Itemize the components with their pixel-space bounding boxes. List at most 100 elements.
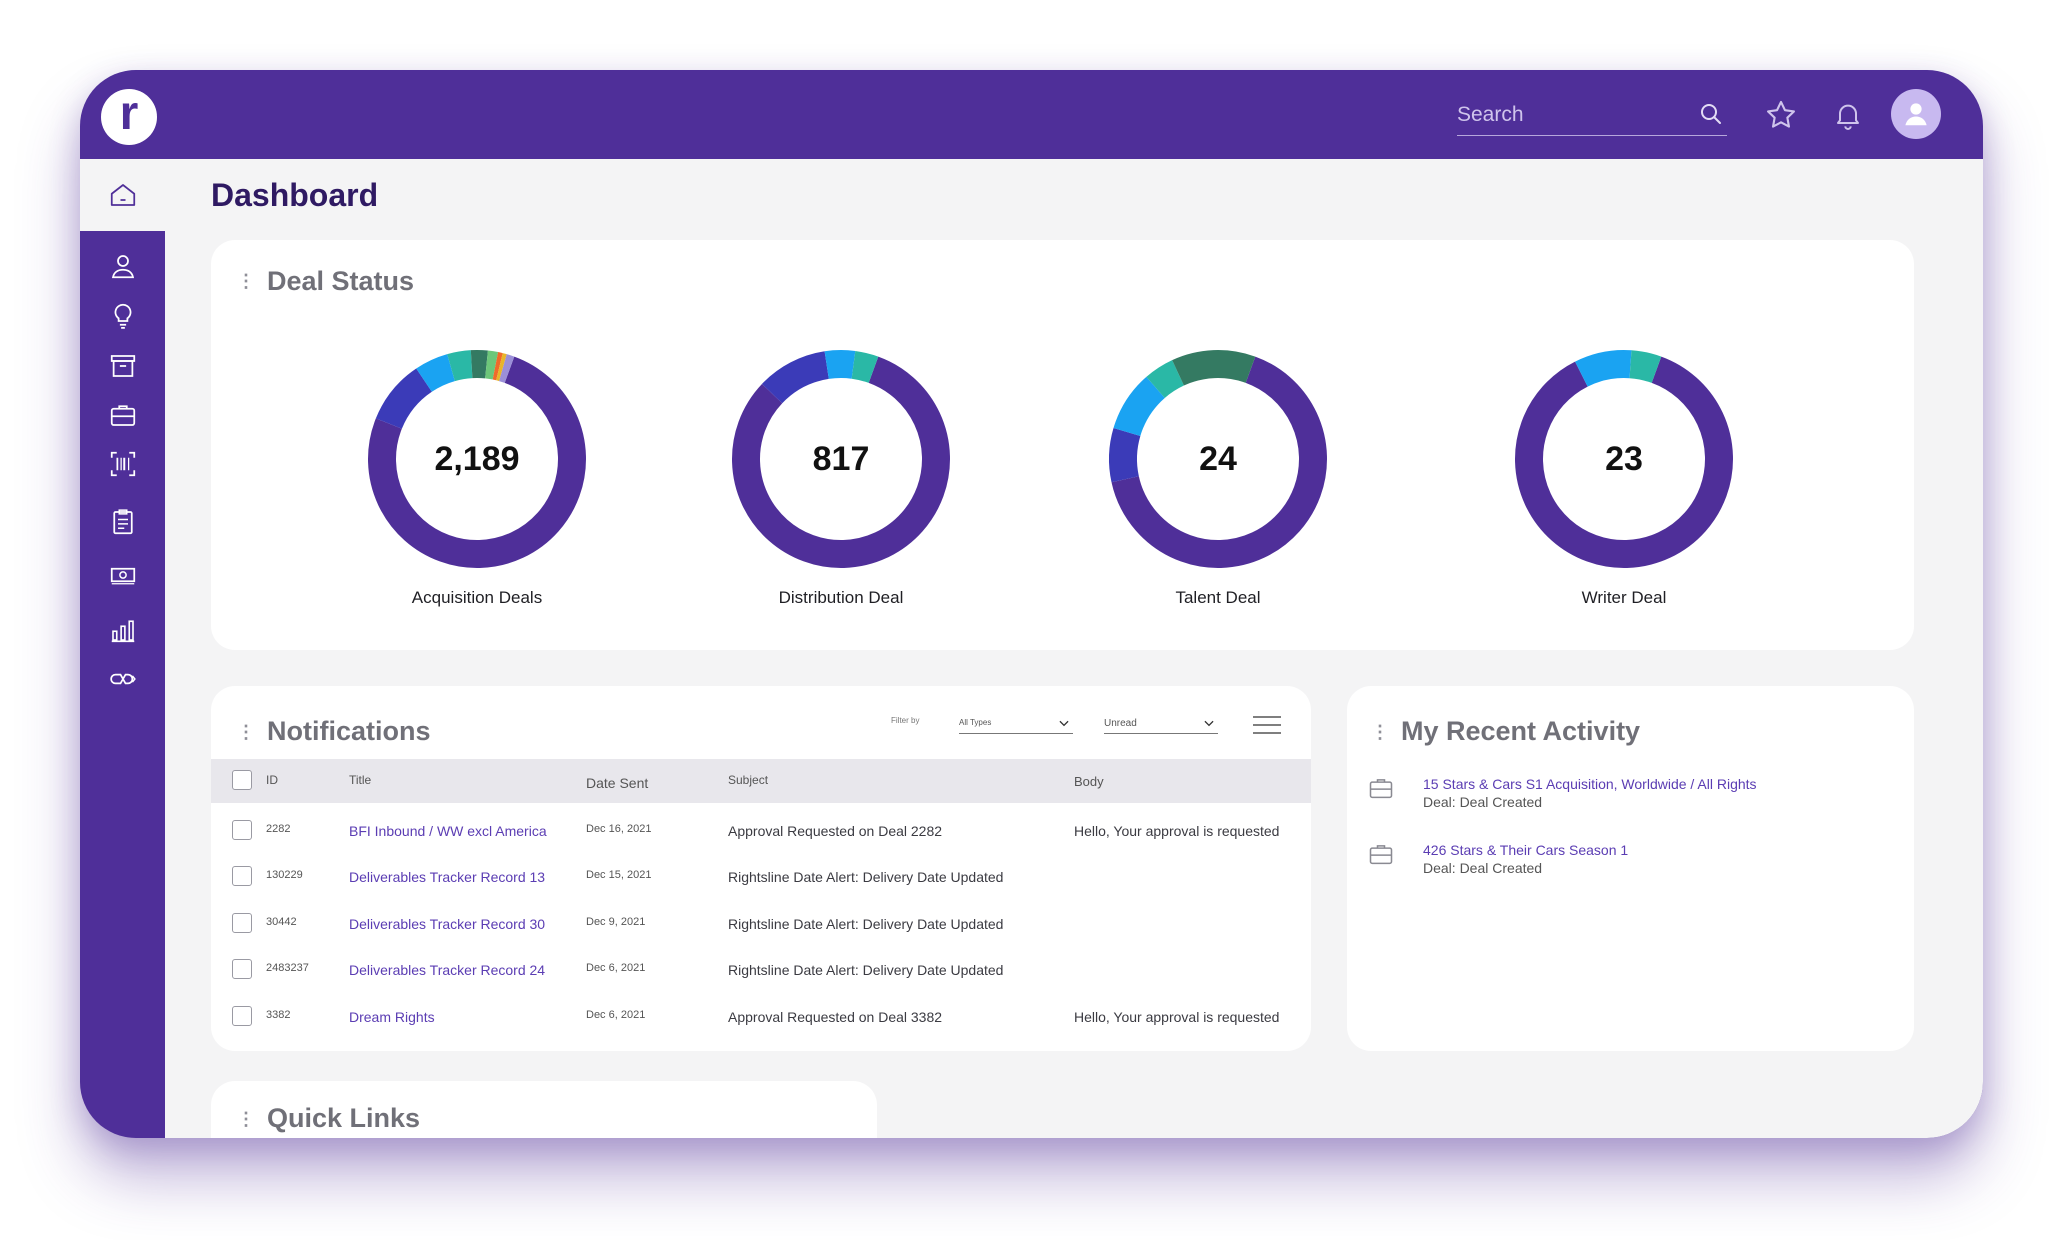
clipboard-icon — [112, 509, 133, 535]
donut-chart[interactable]: 24 — [1103, 344, 1333, 574]
row-body: Hello, Your approval is requested — [1074, 823, 1280, 839]
briefcase-icon — [1367, 774, 1395, 807]
table-row[interactable]: 3382 Dream Rights Dec 6, 2021 Approval R… — [211, 994, 1311, 1040]
barcode-scan-icon — [110, 451, 135, 477]
deal-count: 23 — [1605, 440, 1643, 478]
row-date: Dec 16, 2021 — [586, 823, 652, 835]
activity-sub: Deal: Deal Created — [1423, 860, 1543, 876]
donut-segment[interactable] — [1103, 344, 1333, 574]
row-checkbox[interactable] — [232, 820, 252, 840]
notifications-title: Notifications — [267, 716, 431, 746]
row-checkbox[interactable] — [232, 1006, 252, 1026]
deal-label: Talent Deal — [1175, 588, 1261, 607]
row-date: Dec 9, 2021 — [586, 916, 646, 928]
select-all-checkbox[interactable] — [232, 770, 252, 790]
donut-chart[interactable]: 2,189 — [362, 344, 592, 574]
row-body: Hello, Your approval is requested — [1074, 1009, 1280, 1025]
sidebar-item-barcode[interactable] — [80, 444, 165, 484]
user-avatar[interactable] — [1891, 89, 1941, 139]
search-input[interactable] — [1457, 100, 1677, 130]
activity-sub: Deal: Deal Created — [1423, 794, 1543, 810]
row-title-link[interactable]: BFI Inbound / WW excl America — [349, 823, 547, 839]
donut-segment[interactable] — [726, 344, 956, 574]
donut-distribution[interactable]: 817 Distribution Deal — [711, 344, 971, 608]
sidebar-item-ideas[interactable] — [80, 296, 165, 336]
row-title-link[interactable]: Deliverables Tracker Record 24 — [349, 962, 546, 978]
row-date: Dec 6, 2021 — [586, 962, 646, 974]
row-subject: Rightsline Date Alert: Delivery Date Upd… — [728, 916, 1004, 932]
hamburger-menu-icon[interactable] — [1253, 714, 1281, 741]
deal-count: 24 — [1199, 440, 1237, 478]
search-icon[interactable] — [1699, 102, 1723, 131]
table-row[interactable]: 2282 BFI Inbound / WW excl America Dec 1… — [211, 808, 1311, 854]
row-checkbox[interactable] — [232, 959, 252, 979]
deal-status-card: ⋮ Deal Status 2,189 Acquisition Deals 81… — [211, 240, 1914, 650]
row-subject: Approval Requested on Deal 3382 — [728, 1009, 943, 1025]
deal-count: 817 — [813, 440, 870, 478]
sidebar-item-contacts[interactable] — [80, 246, 165, 286]
col-id[interactable]: ID — [266, 773, 278, 787]
donut-chart[interactable]: 817 — [726, 344, 956, 574]
table-header: ID Title Date Sent Subject Body — [211, 759, 1311, 803]
deal-count: 2,189 — [434, 440, 519, 478]
sidebar-item-tasks[interactable] — [80, 502, 165, 542]
donut-writer[interactable]: 23 Writer Deal — [1494, 344, 1754, 608]
notifications-card: ⋮ Notifications Filter by All Types Unre… — [211, 686, 1311, 1051]
sidebar-item-reports[interactable] — [80, 610, 165, 650]
page-title: Dashboard — [211, 177, 379, 213]
row-date: Dec 6, 2021 — [586, 1009, 646, 1021]
person-icon — [111, 255, 134, 279]
donut-segment[interactable] — [1509, 344, 1739, 574]
table-row[interactable]: 2483237 Deliverables Tracker Record 24 D… — [211, 947, 1311, 993]
app-window: r — [80, 70, 1983, 1138]
donut-acquisition[interactable]: 2,189 Acquisition Deals — [347, 344, 607, 608]
recent-activity-card: ⋮ My Recent Activity 15 Stars & Cars S1 … — [1347, 686, 1914, 1051]
row-id: 30442 — [266, 916, 297, 928]
type-filter-select[interactable]: All Types — [959, 710, 1073, 734]
sidebar-item-deals[interactable] — [80, 395, 165, 435]
row-checkbox[interactable] — [232, 913, 252, 933]
table-row[interactable]: 130229 Deliverables Tracker Record 13 De… — [211, 854, 1311, 900]
sidebar-item-archive[interactable] — [80, 346, 165, 386]
row-title-link[interactable]: Dream Rights — [349, 1009, 435, 1025]
search-box — [1457, 96, 1727, 136]
briefcase-icon — [110, 405, 135, 426]
donut-talent[interactable]: 24 Talent Deal — [1088, 344, 1348, 608]
notifications-bell-icon[interactable] — [1832, 98, 1864, 137]
favorites-star-icon[interactable] — [1764, 98, 1798, 137]
col-date-sent[interactable]: Date Sent — [586, 775, 649, 791]
activity-link[interactable]: 426 Stars & Their Cars Season 1 — [1423, 842, 1629, 858]
briefcase-icon — [1367, 840, 1395, 873]
donut-segment[interactable] — [1103, 344, 1333, 574]
donut-segment[interactable] — [362, 344, 592, 574]
chevron-down-icon — [1057, 716, 1071, 732]
activity-link[interactable]: 15 Stars & Cars S1 Acquisition, Worldwid… — [1423, 776, 1757, 792]
infinity-link-icon — [109, 673, 136, 685]
row-id: 2282 — [266, 823, 291, 835]
col-title[interactable]: Title — [349, 773, 372, 787]
bar-chart-icon — [111, 620, 134, 643]
row-checkbox[interactable] — [232, 866, 252, 886]
main-content: Dashboard ⋮ Deal Status 2,189 Acquisitio… — [165, 159, 1983, 1138]
donut-chart[interactable]: 23 — [1509, 344, 1739, 574]
sidebar-item-home[interactable] — [80, 159, 165, 231]
read-filter-select[interactable]: Unread — [1104, 710, 1218, 734]
row-date: Dec 15, 2021 — [586, 869, 652, 881]
col-subject[interactable]: Subject — [728, 773, 769, 787]
sidebar-item-rights[interactable] — [80, 659, 165, 699]
drag-handle-icon[interactable]: ⋮ — [1371, 722, 1389, 742]
table-row[interactable]: 30442 Deliverables Tracker Record 30 Dec… — [211, 901, 1311, 947]
recent-activity-title: My Recent Activity — [1401, 716, 1641, 746]
drag-handle-icon[interactable]: ⋮ — [237, 271, 255, 291]
drag-handle-icon[interactable]: ⋮ — [237, 722, 255, 742]
app-logo[interactable]: r — [101, 89, 157, 145]
home-icon — [110, 184, 135, 206]
col-body[interactable]: Body — [1074, 774, 1104, 789]
quick-links-card: ⋮ Quick Links — [211, 1081, 877, 1138]
row-title-link[interactable]: Deliverables Tracker Record 30 — [349, 916, 546, 932]
sidebar-item-finance[interactable] — [80, 555, 165, 595]
drag-handle-icon[interactable]: ⋮ — [237, 1109, 255, 1129]
row-id: 3382 — [266, 1009, 291, 1021]
row-title-link[interactable]: Deliverables Tracker Record 13 — [349, 869, 546, 885]
top-bar: r — [80, 70, 1983, 159]
